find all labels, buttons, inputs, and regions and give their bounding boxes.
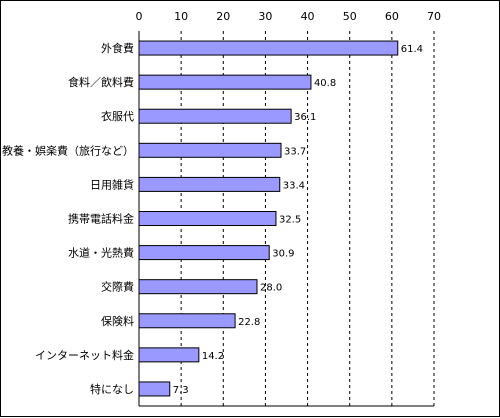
value-label: 30.9 <box>272 249 294 260</box>
value-label: 40.8 <box>314 78 336 89</box>
x-tick-label: 70 <box>427 10 441 23</box>
value-label: 28.0 <box>260 283 282 294</box>
bars <box>138 40 399 397</box>
bar <box>138 211 277 226</box>
x-tick-label: 30 <box>258 10 272 23</box>
value-label: 33.4 <box>283 180 305 191</box>
value-label: 32.5 <box>279 215 301 226</box>
category-label: 日用雑貨 <box>90 177 134 191</box>
bar <box>138 40 399 56</box>
category-label: 衣服代 <box>101 109 134 123</box>
category-label: 水道・光熱費 <box>68 246 134 260</box>
category-label: インターネット料金 <box>35 348 134 362</box>
bar <box>138 313 236 329</box>
bar <box>138 176 281 192</box>
x-tick-labels: 0 10 20 30 40 50 60 70 <box>136 10 442 23</box>
category-label: 特になし <box>90 382 134 396</box>
bar <box>138 142 282 158</box>
value-labels: 61.4 40.8 36.1 33.7 33.4 32.5 30.9 28.0 22.8 14.2… <box>173 44 423 396</box>
value-label: 22.8 <box>238 317 260 328</box>
value-label: 14.2 <box>202 351 224 362</box>
bar <box>138 381 171 397</box>
bar <box>138 108 292 124</box>
bar <box>138 347 200 363</box>
category-label: 外食費 <box>101 41 134 55</box>
category-label: 教養・娯楽費（旅行など） <box>2 143 134 157</box>
category-label: 交際費 <box>101 280 134 294</box>
value-label: 61.4 <box>401 44 423 55</box>
bar <box>138 279 258 295</box>
category-label: 携帯電話料金 <box>68 212 134 226</box>
value-label: 33.7 <box>284 146 306 157</box>
x-tick-label: 20 <box>216 10 230 23</box>
bar <box>138 245 270 261</box>
category-label: 保険料 <box>101 314 134 328</box>
x-tick-label: 0 <box>136 10 143 23</box>
x-tick-label: 50 <box>343 10 357 23</box>
x-tick-label: 40 <box>301 10 315 23</box>
value-label: 7.3 <box>173 385 189 396</box>
category-label: 食料／飲料費 <box>68 75 134 89</box>
x-tick-label: 60 <box>385 10 399 23</box>
bar <box>138 74 312 90</box>
value-label: 36.1 <box>294 112 316 123</box>
x-tick-label: 10 <box>174 10 188 23</box>
